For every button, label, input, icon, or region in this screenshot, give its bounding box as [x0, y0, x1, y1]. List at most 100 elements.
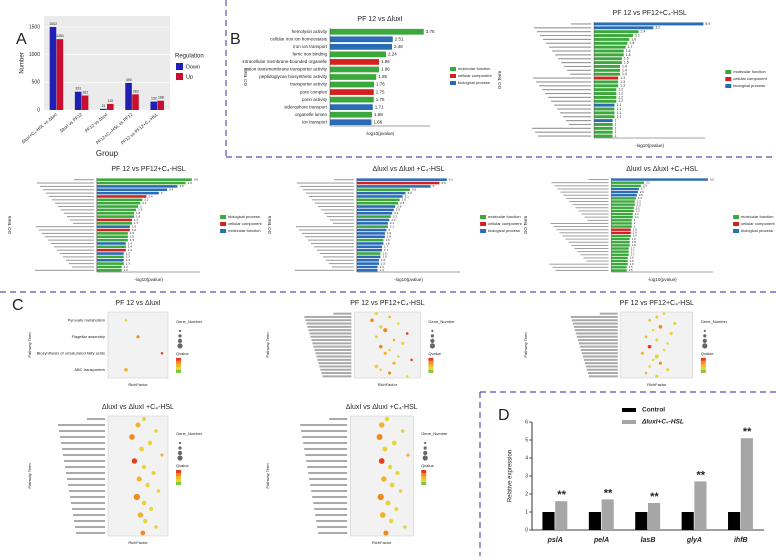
- bar: [356, 228, 387, 232]
- bar: [611, 231, 631, 235]
- bar: [611, 262, 628, 266]
- bar: [356, 262, 379, 265]
- legend-label: biological process: [228, 214, 260, 219]
- y-tick-label-placeholder: [311, 490, 348, 492]
- y-tick-label-placeholder: [581, 213, 609, 215]
- bar: [96, 232, 128, 235]
- bar: [356, 252, 381, 255]
- y-tick-label-placeholder: [318, 532, 348, 534]
- y-tick-label-placeholder: [68, 484, 105, 486]
- bar: [611, 228, 631, 231]
- y-tick-label-placeholder: [66, 472, 105, 474]
- value-label: 2.1: [142, 201, 147, 205]
- point: [156, 489, 161, 493]
- legend-label: Up: [186, 74, 193, 80]
- x-tick-label: pelA: [593, 537, 609, 544]
- point: [388, 371, 392, 375]
- value-label: 1.3: [126, 251, 131, 255]
- legend-symbol: [702, 343, 708, 349]
- y-tick-label-placeholder: [323, 212, 354, 214]
- legend-symbol: [177, 338, 183, 343]
- value-label: 1.4: [128, 245, 133, 249]
- x-axis-label: -log10(pvalue): [394, 277, 423, 282]
- legend-label: molecular function: [488, 214, 520, 219]
- point: [141, 416, 147, 422]
- y-tick-label-placeholder: [300, 424, 348, 426]
- y-tick-label-placeholder: [39, 185, 94, 187]
- y-tick-label: transporter activity: [290, 82, 328, 87]
- bar: [96, 248, 126, 252]
- bar: [81, 95, 89, 110]
- color-scale: [421, 470, 427, 473]
- bar: [356, 185, 431, 188]
- value-label: 1.2: [618, 95, 623, 99]
- value-label: 1502: [49, 22, 57, 26]
- bar: [356, 222, 388, 225]
- value-label: 1.1: [616, 115, 621, 119]
- y-tick-label: 3: [525, 473, 528, 479]
- legend-swatch: [622, 420, 636, 424]
- value-label: 1.3: [126, 258, 131, 262]
- color-scale: [176, 363, 181, 367]
- color-scale: [428, 363, 434, 367]
- y-tick-label: 0: [525, 527, 528, 533]
- bar: [594, 80, 619, 84]
- value-label: 2.4: [148, 194, 153, 198]
- bar: [356, 211, 393, 215]
- bar: [594, 103, 615, 107]
- bar: [594, 61, 622, 65]
- bar: [356, 218, 390, 222]
- y-tick-label-placeholder: [294, 269, 354, 271]
- y-tick-label-placeholder: [535, 131, 592, 133]
- y-tick-label-placeholder: [572, 322, 618, 325]
- y-tick-label: 0: [37, 107, 40, 113]
- x-axis-label: RichFactor: [647, 382, 667, 387]
- point: [662, 312, 666, 315]
- y-tick-label-placeholder: [534, 27, 592, 29]
- value-label: 1.9: [138, 208, 143, 212]
- value-label: 5.6: [441, 181, 446, 185]
- y-tick-label-placeholder: [60, 436, 105, 438]
- value-label: 4.3: [188, 181, 193, 185]
- point: [388, 348, 391, 352]
- y-tick-label-placeholder: [59, 430, 105, 432]
- y-tick-label-placeholder: [64, 460, 105, 462]
- legend-swatch: [480, 222, 487, 226]
- y-tick-label-placeholder: [570, 73, 592, 75]
- value-label: 2.1: [390, 224, 395, 228]
- y-tick-label-placeholder: [304, 315, 352, 318]
- bar: [594, 88, 617, 92]
- value-label: 2.2: [636, 206, 640, 210]
- chart-title: PF 12 vs PF12+C₄-HSL: [613, 10, 687, 17]
- y-tick-label-placeholder: [555, 54, 592, 56]
- value-label: 1.8: [632, 243, 636, 247]
- color-scale: [176, 360, 181, 364]
- value-label: 1.2: [618, 99, 623, 103]
- y-tick-label-placeholder: [51, 199, 94, 201]
- point: [374, 312, 378, 316]
- value-label: 1.8: [136, 214, 141, 218]
- divider: [479, 391, 776, 556]
- value-label: 2: [634, 218, 636, 222]
- value-label: 1.8: [385, 238, 390, 242]
- y-tick-label-placeholder: [61, 442, 105, 444]
- legend-label: cellular component: [741, 221, 775, 226]
- legend-swatch: [733, 215, 740, 219]
- legend-label: cellular component: [733, 76, 767, 81]
- y-tick-label-placeholder: [310, 484, 348, 486]
- legend-label: molecular function: [741, 214, 773, 219]
- y-tick-label-placeholder: [66, 216, 94, 218]
- y-tick-label-placeholder: [310, 335, 352, 338]
- y-tick-label-placeholder: [545, 92, 592, 95]
- y-tick-label: intracellular membrane-bounded organelle: [242, 59, 327, 64]
- chart-title: ΔluxI vs ΔluxI +C₄-HSL: [626, 166, 698, 173]
- value-label: 1.2: [618, 91, 623, 95]
- legend-swatch: [725, 84, 732, 88]
- bar: [611, 237, 630, 241]
- y-tick-label-placeholder: [584, 216, 609, 218]
- y-tick-label: 4: [525, 455, 528, 461]
- y-tick-label: 1000: [29, 52, 40, 58]
- plot-background: [44, 16, 170, 110]
- legend-symbol: [424, 441, 427, 445]
- value-label: 1.9: [387, 231, 392, 235]
